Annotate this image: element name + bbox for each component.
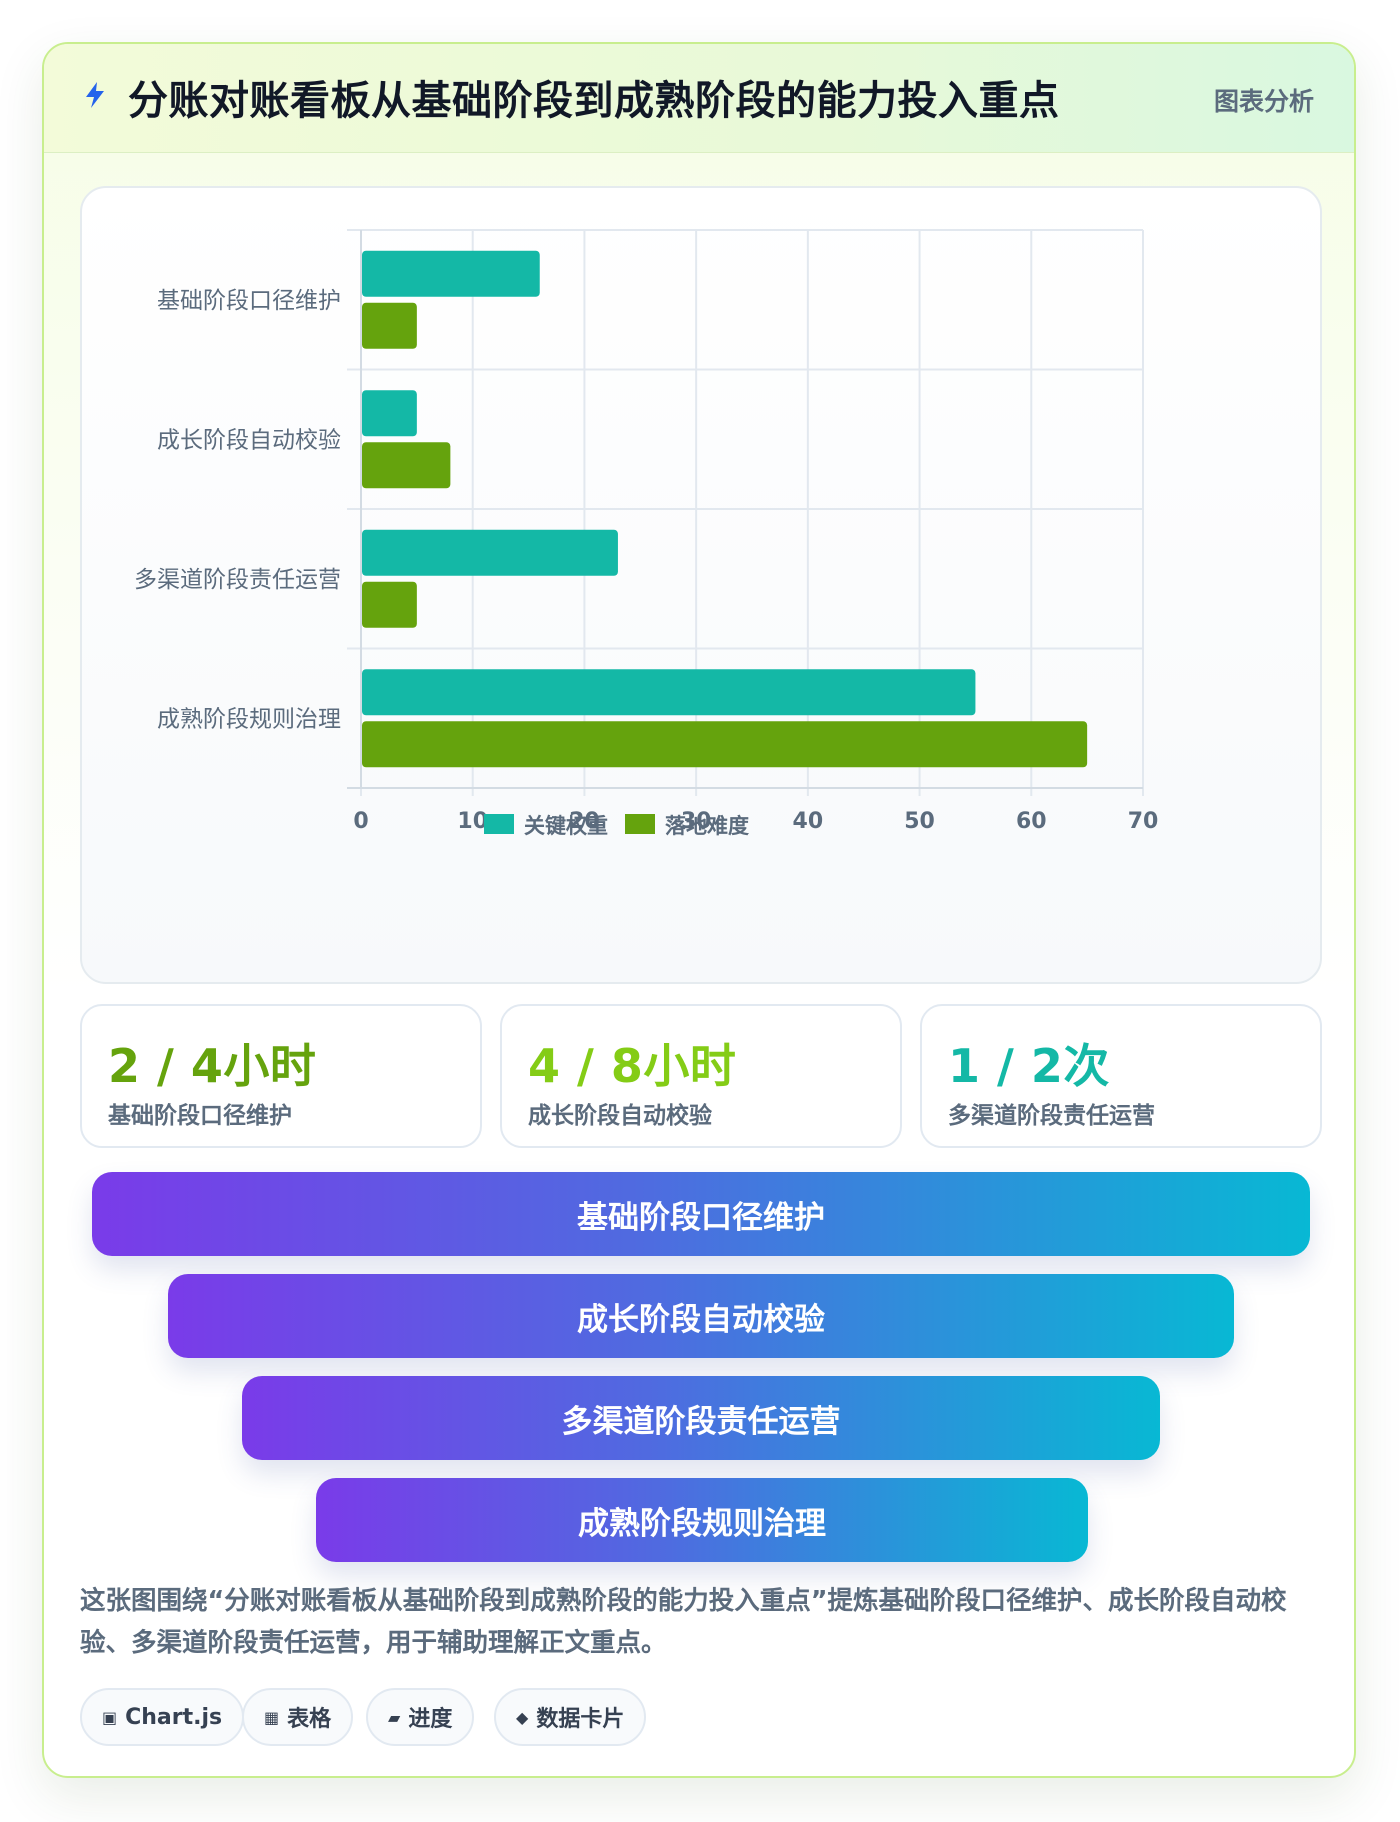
chart-analysis-tag: 图表分析 — [1213, 87, 1314, 116]
bar — [362, 581, 417, 628]
stat-value: 2 / 4小时 — [108, 1039, 317, 1093]
stat-label: 基础阶段口径维护 — [108, 1103, 292, 1129]
x-tick-label: 50 — [904, 809, 935, 834]
page-title: 分账对账看板从基础阶段到成熟阶段的能力投入重点 — [128, 78, 1060, 124]
bar — [362, 669, 976, 716]
funnel-level-1: 基础阶段口径维护 — [92, 1172, 1310, 1256]
progress-icon: ▰ — [388, 1707, 401, 1727]
stat-card-2: 4 / 8小时 成长阶段自动校验 — [500, 1004, 902, 1148]
table-icon: ▦ — [264, 1707, 280, 1727]
x-tick-label: 70 — [1128, 809, 1159, 834]
bar — [362, 721, 1088, 768]
x-tick-label: 30 — [681, 809, 712, 834]
card-header: 分账对账看板从基础阶段到成熟阶段的能力投入重点 图表分析 — [44, 44, 1354, 153]
chip-label: 数据卡片 — [536, 1707, 625, 1732]
legend-label: 落地难度 — [665, 814, 749, 838]
legend-swatch — [484, 814, 514, 834]
x-tick-label: 0 — [353, 809, 368, 834]
funnel-level-2: 成长阶段自动校验 — [168, 1274, 1234, 1358]
bar-chart: 0 10 20 30 40 50 60 70 基础阶段口径维护成长阶段自动校验多渠道阶段责任运营… — [134, 229, 1159, 838]
bar — [362, 302, 417, 349]
chip-data-card[interactable]: ◆ 数据卡片 — [494, 1688, 647, 1746]
stat-label: 多渠道阶段责任运营 — [948, 1103, 1155, 1129]
report-card: 分账对账看板从基础阶段到成熟阶段的能力投入重点 图表分析 0 10 20 30 40 50… — [42, 42, 1356, 1778]
legend-swatch — [625, 814, 655, 834]
bar — [362, 390, 417, 437]
stat-label: 成长阶段自动校验 — [528, 1103, 712, 1129]
x-tick-label: 20 — [569, 809, 600, 834]
chip-label: Chart.js — [125, 1704, 223, 1730]
stat-card-1: 2 / 4小时 基础阶段口径维护 — [80, 1004, 482, 1148]
bar — [362, 250, 540, 297]
chip-label: 表格 — [287, 1707, 332, 1732]
x-tick-label: 40 — [793, 809, 824, 834]
bar — [362, 442, 451, 489]
funnel-level-3: 多渠道阶段责任运营 — [242, 1376, 1160, 1460]
chart-panel: 0 10 20 30 40 50 60 70 基础阶段口径维护 成长阶段自动校验多渠道阶段责任运营… — [80, 186, 1322, 984]
stat-value: 4 / 8小时 — [528, 1039, 737, 1093]
chip-label: 进度 — [408, 1707, 453, 1732]
legend-label: 关键权重 — [524, 814, 608, 838]
chip-chartjs[interactable]: ▣ Chart.js — [80, 1688, 245, 1746]
chip-table[interactable]: ▦ 表格 — [242, 1688, 354, 1746]
lightning-bolt-icon — [86, 82, 104, 108]
data-card-icon: ◆ — [516, 1707, 529, 1727]
bar — [362, 529, 618, 576]
x-tick-label: 10 — [457, 809, 488, 834]
chip-progress[interactable]: ▰ 进度 — [366, 1688, 475, 1746]
x-tick-label: 60 — [1016, 809, 1047, 834]
chart-icon: ▣ — [102, 1707, 118, 1727]
stat-value: 1 / 2次 — [948, 1039, 1110, 1093]
y-category-label: 基础阶段口径维护 — [157, 288, 341, 314]
funnel-level-4: 成熟阶段规则治理 — [316, 1478, 1088, 1562]
y-category-label: 成长阶段自动校验 — [157, 427, 341, 453]
y-category-label: 多渠道阶段责任运营 — [134, 567, 341, 593]
stat-card-3: 1 / 2次 多渠道阶段责任运营 — [920, 1004, 1322, 1148]
y-category-label: 成熟阶段规则治理 — [157, 706, 341, 732]
chart-description: 这张图围绕“分账对账看板从基础阶段到成熟阶段的能力投入重点”提炼基础阶段口径维护… — [80, 1586, 1287, 1658]
